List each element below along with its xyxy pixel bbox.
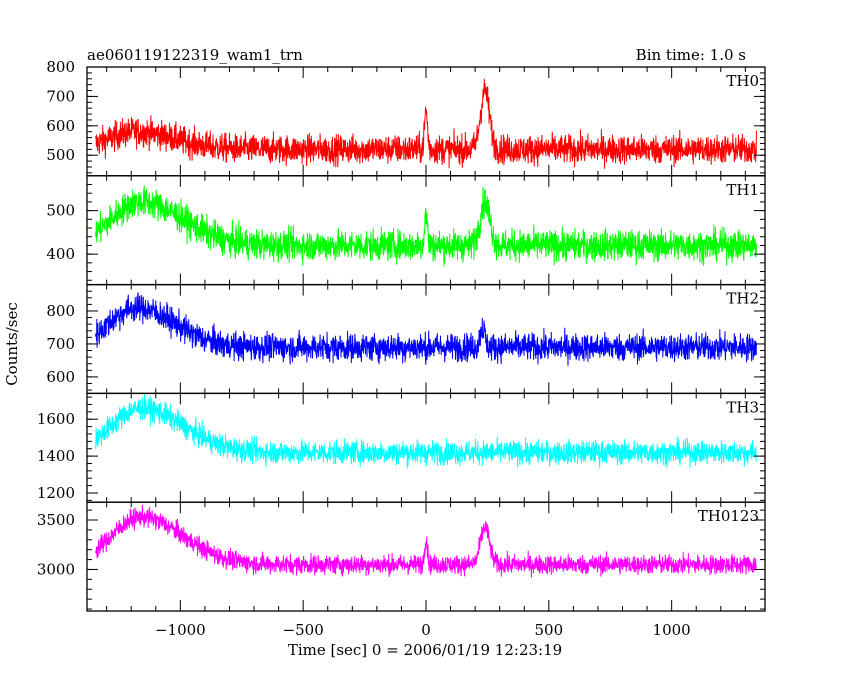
- panel-label-th0: TH0: [726, 72, 759, 90]
- y-tick-label: 600: [46, 117, 75, 135]
- x-tick-label: −1000: [155, 621, 206, 639]
- x-tick-label: −500: [283, 621, 324, 639]
- x-tick-label: 1000: [653, 621, 691, 639]
- panel-frame: [86, 392, 766, 503]
- panel-label-th2: TH2: [726, 290, 759, 308]
- series-line-th1: [95, 185, 757, 267]
- y-tick-label: 1400: [37, 447, 75, 465]
- y-axis-label: Counts/sec: [3, 302, 21, 386]
- y-tick-label: 400: [46, 245, 75, 263]
- panel-th2: 600 700 800 TH2: [46, 283, 766, 395]
- y-tick-label: 800: [46, 58, 75, 76]
- y-tick-label: 700: [46, 335, 75, 353]
- panel-th0123: 3000 3500 TH0123: [37, 501, 766, 612]
- series-line-th3: [95, 393, 757, 469]
- chart-title: ae060119122319_wam1_trn: [87, 46, 303, 64]
- y-tick-label: 3500: [37, 511, 75, 529]
- panel-frame: [86, 501, 766, 612]
- panels-group: 500 600 700 800 TH0 400 500 TH1 600 700 800 TH2 1200…: [37, 58, 766, 639]
- x-axis-label: Time [sec] 0 = 2006/01/19 12:23:19: [288, 641, 562, 659]
- panel-label-th1: TH1: [726, 181, 759, 199]
- y-tick-label: 500: [46, 202, 75, 220]
- bin-time-label: Bin time: 1.0 s: [636, 46, 746, 64]
- series-line-th2: [95, 292, 757, 366]
- y-tick-label: 1200: [37, 484, 75, 502]
- series-line-th0: [95, 78, 757, 169]
- panel-th0: 500 600 700 800 TH0: [46, 58, 766, 177]
- y-tick-label: 800: [46, 302, 75, 320]
- series-line-th0123: [95, 504, 757, 578]
- y-tick-label: 3000: [37, 560, 75, 578]
- y-tick-label: 500: [46, 146, 75, 164]
- panel-frame: [86, 66, 766, 177]
- panel-label-th0123: TH0123: [698, 507, 759, 525]
- y-tick-label: 700: [46, 87, 75, 105]
- x-tick-label: 0: [421, 621, 431, 639]
- panel-th1: 400 500 TH1: [46, 175, 766, 286]
- y-tick-label: 600: [46, 368, 75, 386]
- y-tick-label: 1600: [37, 410, 75, 428]
- panel-label-th3: TH3: [726, 398, 759, 416]
- x-tick-label: 500: [535, 621, 564, 639]
- panel-th3: 1200 1400 1600 TH3: [37, 392, 766, 503]
